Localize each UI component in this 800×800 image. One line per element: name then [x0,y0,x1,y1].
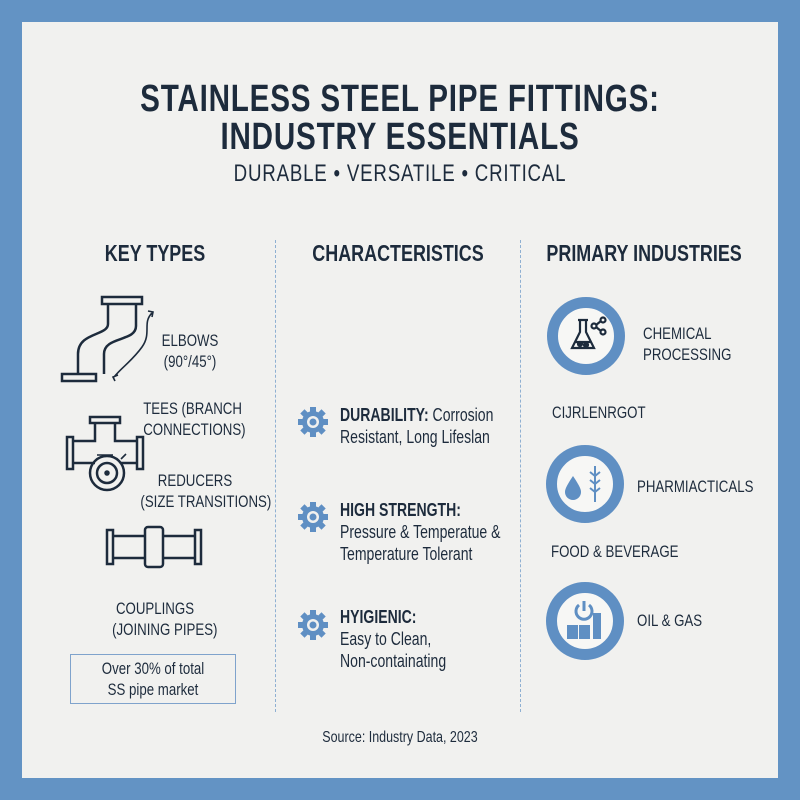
industries-heading: PRIMARY INDUSTRIES [546,240,742,266]
durability-text: DURABILITY: Corrosion Resistant, Long Lif… [340,405,494,447]
gear-icon [298,610,328,640]
reducer-icon [88,454,126,492]
title-line-1: STAINLESS STEEL PIPE FITTINGS: [140,78,660,120]
factory-icon [546,582,624,660]
column-divider [520,240,521,712]
flask-icon [547,297,625,375]
column-divider [275,240,276,712]
pharmaceuticals-label: PHARMIACTICALS [637,477,754,496]
food-beverage-label: FOOD & BEVERAGE [551,542,679,561]
oil-gas-label: OIL & GAS [637,611,703,630]
drop-wheat-icon [546,445,624,523]
gear-icon [298,407,328,437]
subtitle: DURABLE • VERSATILE • CRITICAL [233,160,567,187]
tee-pipe-icon [65,415,145,492]
industry-label-2: CIJRLENRGOT [552,403,646,422]
characteristics-heading: CHARACTERISTICS [312,240,484,266]
couplings-label: COUPLINGS (JOINING PIPES) [112,599,218,639]
infographic-panel [22,22,778,778]
source-footer: Source: Industry Data, 2023 [322,729,478,746]
gear-icon [298,502,328,532]
high-strength-text: HIGH STRENGTH: Pressure & Temperatue & Tem… [340,500,501,564]
title-line-2: INDUSTRY ESSENTIALS [220,116,580,158]
elbow-pipe-icon [60,295,154,383]
hygienic-text: HYIGIENIC: Easy to Clean, Non-containating [340,607,447,671]
market-share-callout: Over 30% of total SS pipe market [70,654,236,704]
chemical-processing-label: CHEMICAL PROCESSING [643,324,732,364]
key-types-heading: KEY TYPES [104,240,206,266]
tees-label: TEES (BRANCH CONNECTIONS) [143,399,246,439]
coupling-icon [105,525,203,569]
reducers-label: REDUCERS (SIZE TRANSITIONS) [140,471,272,511]
elbows-label: ELBOWS (90°/45°) [161,331,219,371]
